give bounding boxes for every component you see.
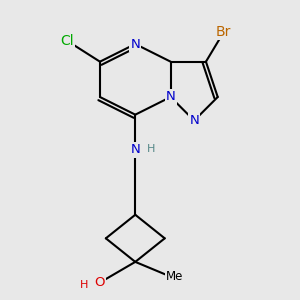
Text: Br: Br [216, 25, 231, 39]
Text: Cl: Cl [61, 34, 74, 48]
Text: N: N [189, 114, 199, 127]
Text: H: H [147, 143, 156, 154]
Text: Me: Me [166, 270, 184, 283]
Text: H: H [80, 280, 88, 290]
Text: O: O [95, 276, 105, 289]
Text: N: N [130, 38, 140, 50]
Text: N: N [130, 143, 140, 157]
Text: N: N [166, 91, 176, 103]
